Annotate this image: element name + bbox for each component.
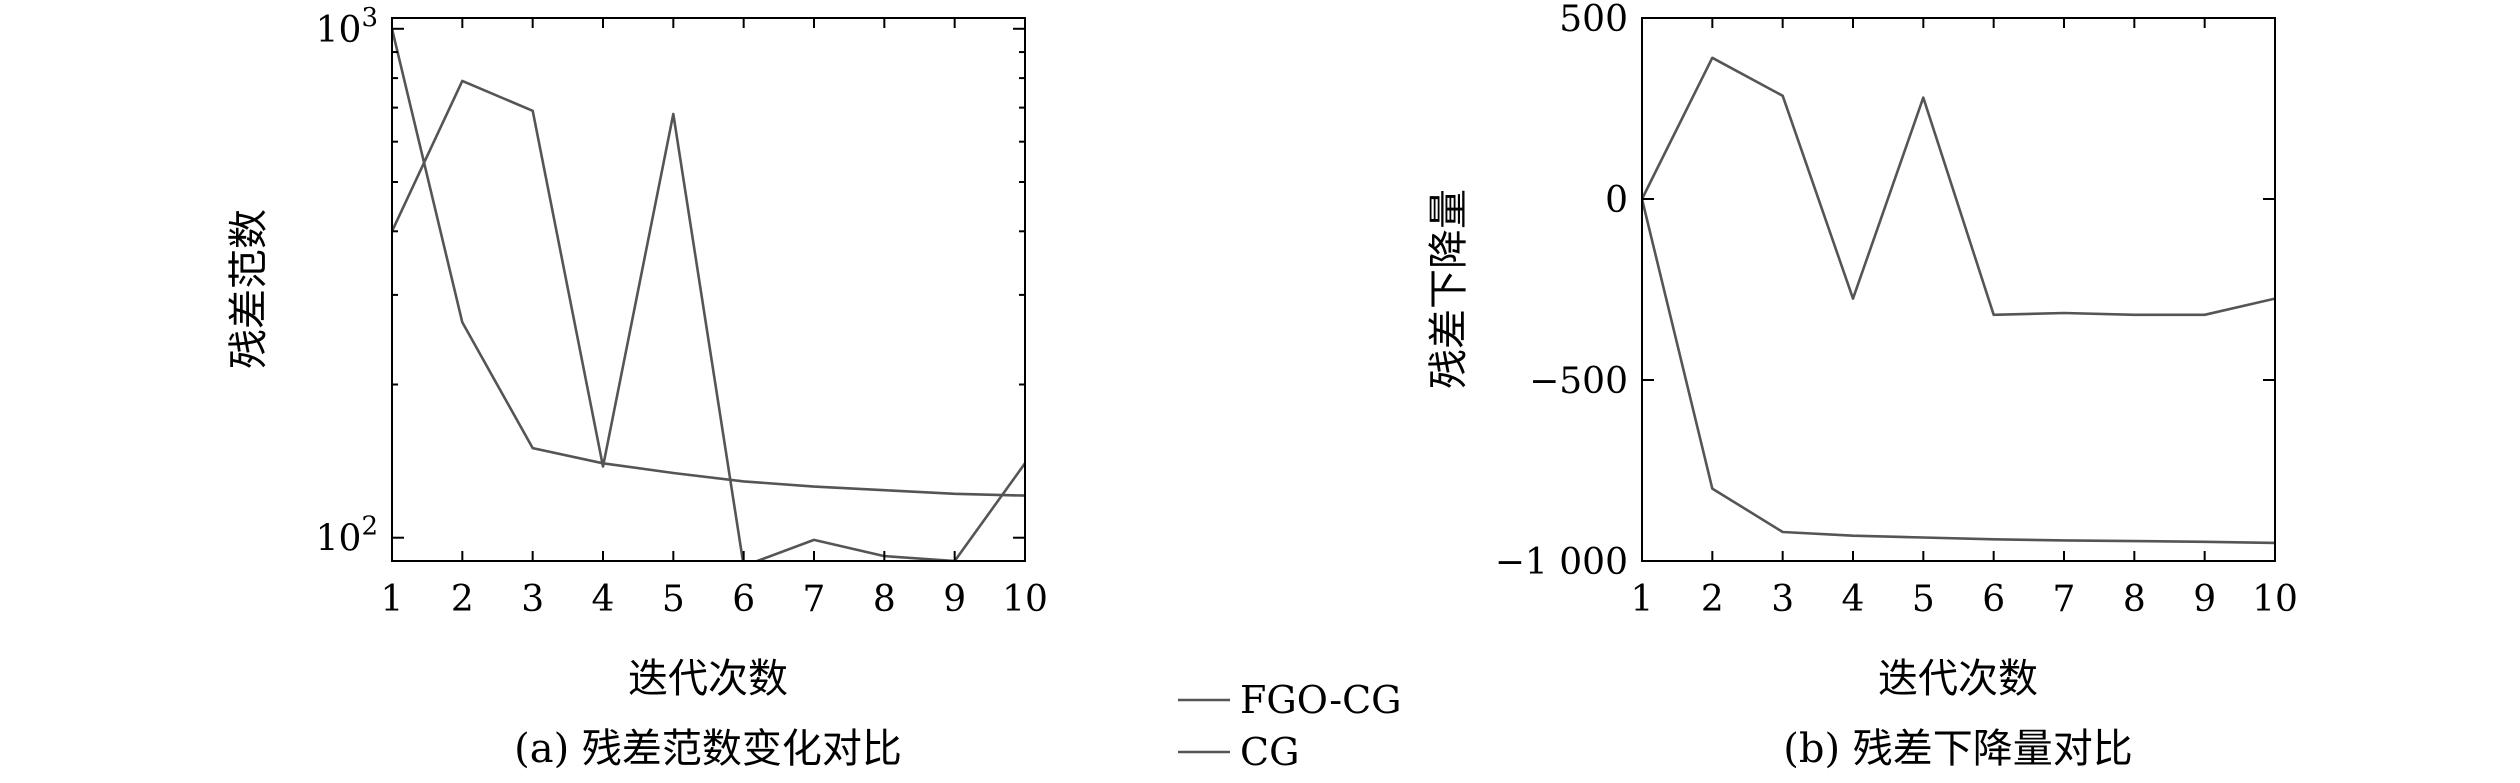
x-tick-label-b: 2 <box>1701 579 1724 620</box>
x-tick-label-a: 10 <box>1002 579 1048 620</box>
xlabel-a: 迭代次数 <box>628 656 788 702</box>
xlabel-b: 迭代次数 <box>1878 656 2038 702</box>
plot-frame-b <box>1641 17 2276 562</box>
panel-residual-decrease: 1 2 3 4 5 6 7 8 9 10 500 0 −500 −1 000 残差下降量 迭代次数 (b)… <box>1426 0 2298 772</box>
series-line-cg-a <box>392 79 1025 561</box>
x-tick-label-a: 3 <box>521 579 544 620</box>
x-tick-label-b: 7 <box>2053 579 2076 620</box>
x-tick-label-a: 8 <box>873 579 896 620</box>
legend: FGO-CG CG <box>1178 678 1402 774</box>
plot-frame-a <box>391 17 1026 562</box>
x-tick-label-a: 4 <box>592 579 615 620</box>
ylabel-a: 残差范数 <box>226 209 272 369</box>
x-tick-label-a: 5 <box>662 579 685 620</box>
series-layer-a <box>392 28 1025 561</box>
y-tick-label-b: −500 <box>1529 361 1628 402</box>
panel-residual-norm: 1 2 3 4 5 6 7 8 9 10 102 103 残差范数 迭代次数 (a) 残差范数变化对比 <box>226 3 1048 772</box>
x-tick-label-b: 1 <box>1631 579 1654 620</box>
ticks-layer-b: 1 2 3 4 5 6 7 8 9 10 500 0 −500 −1 000 <box>1495 0 2298 620</box>
x-tick-label-b: 5 <box>1912 579 1935 620</box>
x-tick-label-b: 8 <box>2123 579 2146 620</box>
series-line-fgo-cg-b <box>1642 198 2275 545</box>
x-tick-label-b: 3 <box>1771 579 1794 620</box>
legend-label-fgo-cg: FGO-CG <box>1240 678 1402 722</box>
y-tick-label-a: 102 <box>316 512 378 560</box>
legend-label-cg: CG <box>1240 730 1299 774</box>
y-tick-label-b: 500 <box>1559 0 1628 40</box>
series-layer-b <box>1642 56 2275 545</box>
x-tick-label-a: 6 <box>732 579 755 620</box>
x-tick-label-a: 2 <box>451 579 474 620</box>
y-tick-label-b: 0 <box>1605 180 1628 221</box>
caption-a: (a) 残差范数变化对比 <box>514 726 902 772</box>
ticks-layer-a: 1 2 3 4 5 6 7 8 9 10 102 103 <box>316 3 1048 620</box>
y-tick-label-a: 103 <box>316 3 378 51</box>
x-tick-label-b: 4 <box>1842 579 1865 620</box>
x-tick-label-a: 1 <box>381 579 404 620</box>
ylabel-b: 残差下降量 <box>1426 189 1472 389</box>
x-tick-label-a: 7 <box>803 579 826 620</box>
x-tick-label-a: 9 <box>943 579 966 620</box>
caption-b: (b) 残差下降量对比 <box>1783 726 2133 772</box>
series-line-cg-b <box>1642 56 2275 317</box>
y-tick-label-b: −1 000 <box>1495 542 1628 583</box>
x-tick-label-b: 9 <box>2193 579 2216 620</box>
x-tick-label-b: 6 <box>1982 579 2005 620</box>
x-tick-label-b: 10 <box>2252 579 2298 620</box>
series-line-fgo-cg-a <box>392 28 1025 497</box>
